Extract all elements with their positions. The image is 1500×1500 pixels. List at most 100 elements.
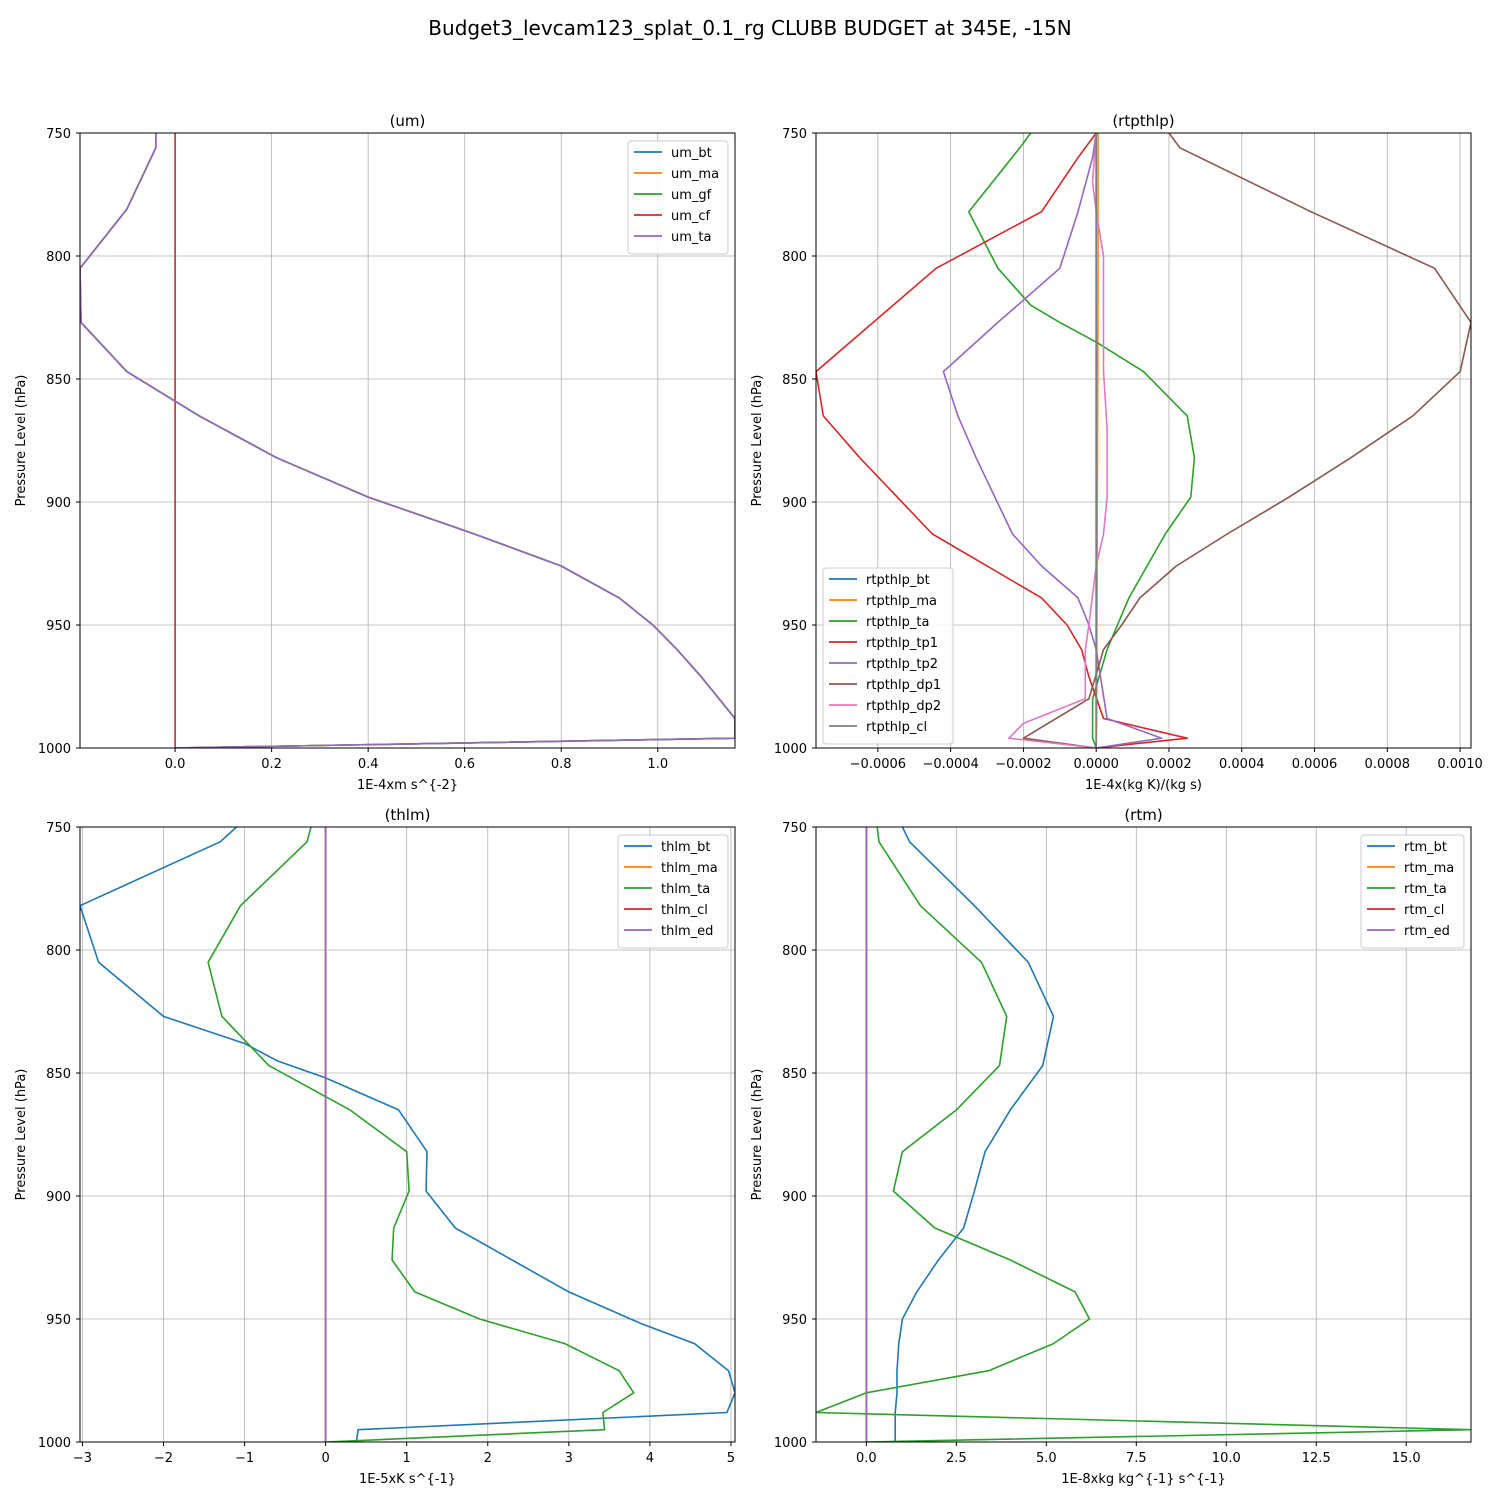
- y-tick-label: 1000: [774, 1436, 807, 1451]
- axes-frame: [815, 132, 1472, 749]
- x-tick-label: 3: [565, 1451, 573, 1466]
- legend-entry: rtm_bt: [1404, 840, 1447, 855]
- legend-entry: um_gf: [671, 188, 712, 203]
- x-tick-label: 12.5: [1302, 1451, 1331, 1466]
- x-tick-label: 1: [403, 1451, 411, 1466]
- x-tick-label: −1: [235, 1451, 254, 1466]
- axes-frame: [815, 826, 1472, 1443]
- x-tick-label: −0.0004: [922, 757, 978, 772]
- panel-title: (rtm): [1124, 806, 1162, 824]
- x-tick-label: 0.4: [358, 757, 379, 772]
- y-tick-label: 900: [46, 496, 71, 511]
- y-tick-label: 950: [782, 1313, 807, 1328]
- legend-entry: rtm_cl: [1404, 903, 1444, 918]
- x-tick-label: 0.0006: [1292, 757, 1338, 772]
- legend-entry: rtpthlp_dp2: [866, 699, 941, 714]
- legend-entry: um_cf: [671, 209, 711, 224]
- legend-entry: rtm_ma: [1404, 861, 1454, 876]
- y-tick-label: 900: [46, 1190, 71, 1205]
- y-tick-label: 900: [782, 496, 807, 511]
- series-line-rtpthlp_dp2: [1008, 133, 1108, 748]
- y-tick-label: 750: [782, 821, 807, 836]
- legend-entry: rtpthlp_tp1: [866, 636, 938, 651]
- x-axis-label: 1E-4x(kg K)/(kg s): [1085, 778, 1202, 793]
- legend-entry: thlm_cl: [661, 903, 708, 918]
- legend-entry: thlm_ma: [661, 861, 718, 876]
- x-axis-label: 1E-4xm s^{-2}: [357, 778, 458, 793]
- axes-frame: [79, 132, 736, 749]
- x-tick-label: 5: [727, 1451, 735, 1466]
- y-tick-label: 850: [782, 373, 807, 388]
- x-tick-label: 0.0004: [1219, 757, 1265, 772]
- x-tick-label: 5.0: [1036, 1451, 1057, 1466]
- x-tick-label: 2: [484, 1451, 492, 1466]
- x-tick-label: 1.0: [647, 757, 668, 772]
- x-tick-label: 4: [646, 1451, 654, 1466]
- y-tick-label: 800: [782, 944, 807, 959]
- x-axis-label: 1E-5xK s^{-1}: [359, 1472, 456, 1487]
- legend-entry: rtpthlp_bt: [866, 573, 930, 588]
- y-tick-label: 750: [46, 821, 71, 836]
- axes-frame: [79, 826, 736, 1443]
- panel-title: (rtpthlp): [1112, 112, 1174, 130]
- series-line-um_ta: [80, 133, 735, 748]
- x-tick-label: 0.0: [856, 1451, 877, 1466]
- legend-entry: rtpthlp_cl: [866, 720, 927, 735]
- y-tick-label: 1000: [38, 1436, 71, 1451]
- legend-entry: um_ta: [671, 230, 711, 245]
- y-axis-label: Pressure Level (hPa): [14, 1069, 29, 1201]
- x-tick-label: 0.2: [261, 757, 282, 772]
- x-tick-label: 7.5: [1126, 1451, 1147, 1466]
- x-tick-label: 0.0002: [1146, 757, 1192, 772]
- y-tick-label: 750: [782, 127, 807, 142]
- figure-title: Budget3_levcam123_splat_0.1_rg CLUBB BUD…: [428, 16, 1072, 40]
- legend: thlm_bt thlm_ma thlm_ta thlm_cl thlm_ed: [617, 834, 729, 949]
- panel-3: −3 −2 −1 0 1 2 3 4 5 750 800 850 900 950 1000 (thlm) 1E-…: [14, 806, 736, 1487]
- legend-entry: um_bt: [671, 146, 712, 161]
- legend-box: [627, 140, 729, 255]
- legend-box: [617, 834, 729, 949]
- x-tick-label: −3: [73, 1451, 92, 1466]
- y-tick-label: 1000: [38, 742, 71, 757]
- panel-1: 0.0 0.2 0.4 0.6 0.8 1.0 750 800 850 900 950 1000 (um…: [14, 112, 736, 793]
- panel-2: −0.0006 −0.0004 −0.0002 0.0000 0.0002 0.0004 0…: [750, 112, 1483, 793]
- panel-title: (thlm): [385, 806, 431, 824]
- y-tick-label: 1000: [774, 742, 807, 757]
- y-tick-label: 950: [46, 1313, 71, 1328]
- legend-entry: rtm_ta: [1404, 882, 1447, 897]
- series-line-rtpthlp_ta: [967, 133, 1196, 748]
- x-tick-label: 15.0: [1392, 1451, 1421, 1466]
- x-axis-label: 1E-8xkg kg^{-1} s^{-1}: [1061, 1472, 1226, 1487]
- series-line-rtpthlp_dp1: [1022, 133, 1471, 748]
- x-tick-label: 0.8: [551, 757, 572, 772]
- y-tick-label: 900: [782, 1190, 807, 1205]
- legend-entry: um_ma: [671, 167, 719, 182]
- legend-entry: rtpthlp_ma: [866, 594, 937, 609]
- legend: rtm_bt rtm_ma rtm_ta rtm_cl rtm_ed: [1360, 834, 1465, 949]
- y-axis-label: Pressure Level (hPa): [750, 1069, 765, 1201]
- legend-entry: rtpthlp_ta: [866, 615, 929, 630]
- series-line-rtpthlp_tp2: [942, 133, 1163, 748]
- x-tick-label: −2: [154, 1451, 173, 1466]
- x-tick-label: 2.5: [946, 1451, 967, 1466]
- panel-4: 0.0 2.5 5.0 7.5 10.0 12.5 15.0 750 800 850 900 950 1…: [750, 806, 1472, 1487]
- x-tick-label: 0.0010: [1437, 757, 1483, 772]
- legend-entry: rtpthlp_tp2: [866, 657, 938, 672]
- series-line-thlm_bt: [80, 827, 735, 1442]
- series-line-rtpthlp_tp1: [816, 133, 1188, 748]
- x-tick-label: 0: [321, 1451, 329, 1466]
- y-axis-label: Pressure Level (hPa): [750, 375, 765, 507]
- y-tick-label: 950: [46, 619, 71, 634]
- legend-box: [822, 567, 954, 745]
- legend: um_bt um_ma um_gf um_cf um_ta: [627, 140, 729, 255]
- legend-entry: thlm_ta: [661, 882, 710, 897]
- y-tick-label: 850: [46, 1067, 71, 1082]
- legend: rtpthlp_bt rtpthlp_ma rtpthlp_ta rtpthlp_tp…: [822, 567, 954, 745]
- y-tick-label: 950: [782, 619, 807, 634]
- legend-box: [1360, 834, 1465, 949]
- series-line-thlm_ta: [207, 827, 635, 1442]
- y-tick-label: 800: [46, 944, 71, 959]
- legend-entry: thlm_ed: [661, 924, 713, 939]
- x-tick-label: 0.6: [454, 757, 475, 772]
